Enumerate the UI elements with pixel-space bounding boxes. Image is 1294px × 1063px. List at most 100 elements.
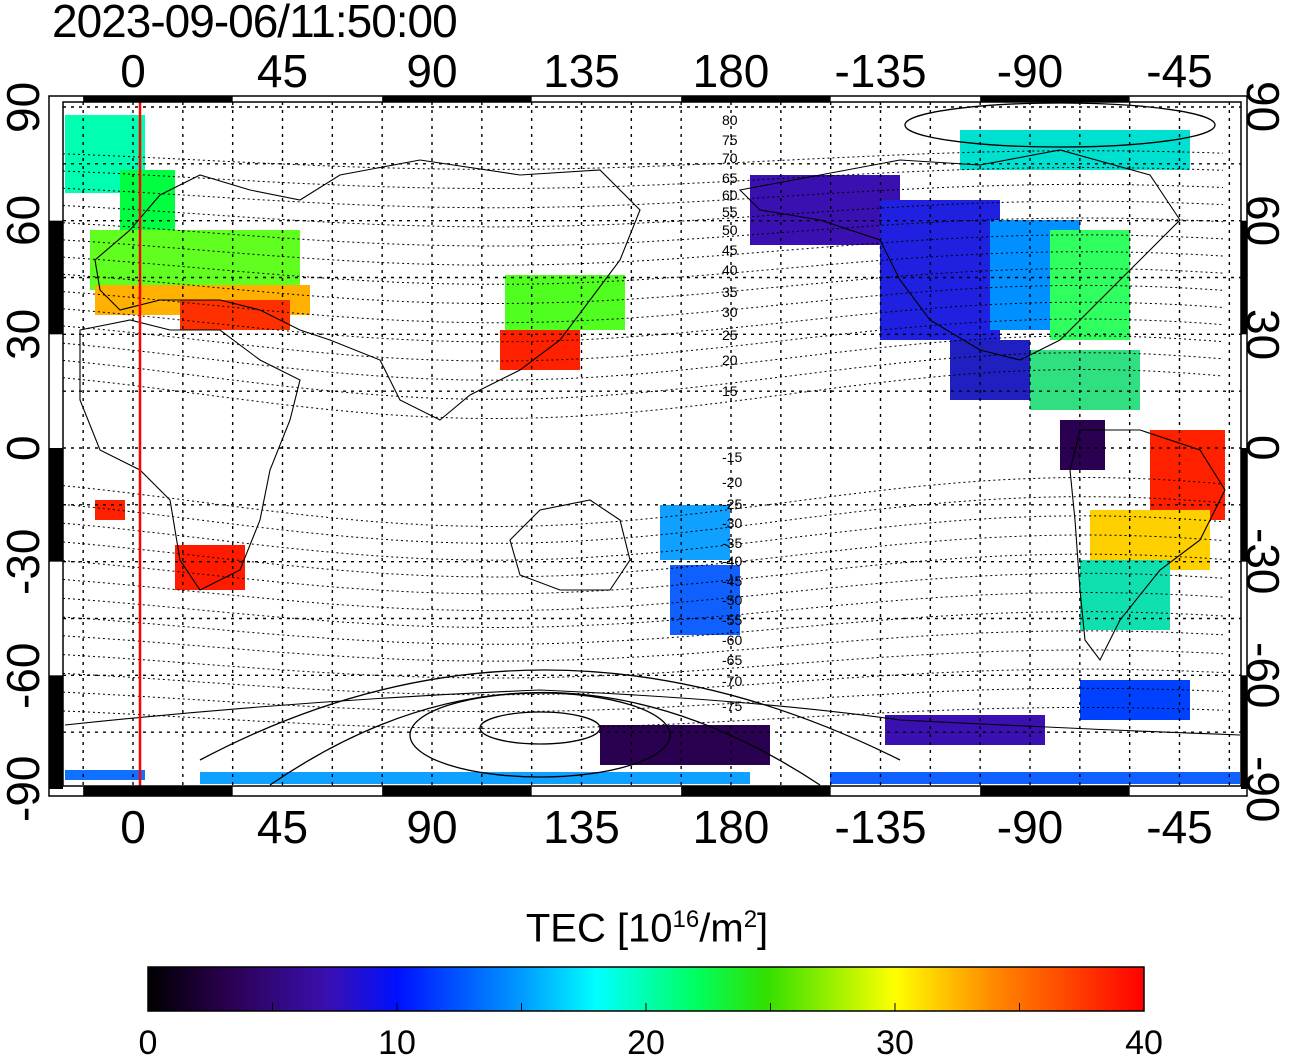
colorbar-tick-label: 40 [1125,1024,1163,1062]
frame-bar-horizontal [83,786,233,796]
latitude-tick-right: -30 [1237,528,1289,595]
tec-patches [65,115,1240,784]
magnetic-contour [63,687,1224,713]
magnetic-contour [63,553,1224,595]
magnetic-latitude-label: -40 [722,553,742,569]
magnetic-latitude-label: -45 [722,573,742,589]
latitude-tick-left: -30 [0,528,49,595]
frame-bar-horizontal [382,786,532,796]
magnetic-contour [63,476,1224,528]
magnetic-contour [63,200,1224,228]
colorbar-title-mid: /m [699,906,744,951]
magnetic-latitude-label: -55 [722,612,742,628]
frame-bar-horizontal [681,786,831,796]
plot-frame-inner [62,101,1242,787]
colorbar-tick-label: 30 [876,1024,914,1062]
tec-patch-antarctic-east [600,725,770,765]
latitude-tick-right: 90 [1237,81,1289,133]
colorbar-title: TEC [1016/m2] [0,906,1294,951]
magnetic-latitude-label: 65 [722,170,738,186]
latitude-tick-left: 30 [0,308,49,360]
tec-patch-andes [1060,420,1105,470]
longitude-tick-bottom: 135 [543,801,620,853]
latitude-tick-left: -60 [0,642,49,709]
colorbar-title-exp2: 2 [743,906,758,933]
africa-coast [79,319,301,591]
magnetic-latitude-label: -20 [722,474,742,490]
south-pole-contour-outer [269,691,821,786]
colorbar-title-prefix: TEC [10 [525,906,673,951]
north-pole-contour [904,102,1216,148]
magnetic-contour [63,251,1224,285]
longitude-tick-top: 135 [543,45,620,97]
magnetic-latitude-label: -25 [722,496,742,512]
magnetic-latitude-label: -70 [722,673,742,689]
south-pole-contour-outer-2 [199,669,901,761]
tec-patch-north-europe [120,170,175,240]
colorbar-title-suffix: ] [757,906,769,951]
magnetic-latitude-label: -50 [722,592,742,608]
magnetic-latitude-label: 25 [722,327,738,343]
magnetic-latitude-label: -30 [722,515,742,531]
magnetic-latitude-label: 80 [722,112,738,128]
colorbar-tick-label: 0 [138,1024,158,1062]
longitude-tick-top: 45 [256,45,309,97]
frame-bar-vertical [49,220,63,335]
eurasia-coast [94,159,641,421]
frame-bar-vertical [49,448,63,562]
magnetic-latitude-label: 40 [722,262,738,278]
frame-bar-horizontal [980,96,1130,102]
magnetic-contour [63,301,1224,343]
magnetic-latitude-label: 15 [722,383,738,399]
frame-bars [49,96,1247,796]
colorbar-ticks [147,1003,1145,1011]
latitude-tick-left: 0 [0,435,49,461]
tec-patch-south-edge-1 [200,772,750,784]
south-america-coast [1069,429,1226,662]
tec-patch-west-africa [95,500,125,520]
tec-patch-mexico [950,340,1030,400]
grid [63,102,1241,786]
magnetic-contour [63,591,1224,629]
tec-patch-middle-east [180,300,290,330]
frame-bar-horizontal [382,96,532,102]
tec-patch-alaska [750,175,900,245]
magnetic-contour [63,611,1224,645]
frame-bar-vertical [1241,220,1247,335]
frame-bar-vertical [49,675,63,789]
magnetic-latitude-label: 60 [722,187,738,203]
tec-patch-south-edge-2 [830,772,1240,784]
magnetic-latitude-label: 75 [722,132,738,148]
south-pole-contour-inner [479,711,601,745]
tec-patch-antarctic-peninsula [1080,680,1190,720]
frame-bar-vertical [1241,675,1247,789]
tec-patch-brazil [1150,430,1225,520]
magnetic-latitude-label: -35 [722,535,742,551]
magnetic-latitude-label: 45 [722,242,738,258]
magnetic-contour [63,284,1224,324]
colorbar-title-exp1: 16 [672,906,700,933]
frame-bar-horizontal [980,786,1130,796]
australia-coast [509,499,631,591]
longitude-tick-bottom: -90 [996,801,1064,853]
magnetic-contour [63,668,1224,696]
latitude-tick-right: -60 [1237,642,1289,709]
tec-patch-japan [505,275,625,330]
colorbar-tick-label: 10 [378,1024,416,1062]
colorbar-tick-label: 20 [627,1024,665,1062]
tec-patch-central-europe [90,230,300,290]
tec-patch-pacific [660,505,730,560]
magnetic-latitude-label: -75 [722,698,742,714]
magnetic-contour [63,368,1224,419]
magnetic-latitude-contours [63,150,1224,729]
frame-bar-horizontal [681,96,831,102]
magnetic-contour [63,150,1224,170]
latitude-tick-left: 60 [0,195,49,247]
magnetic-latitude-label: -15 [722,449,742,465]
magnetic-contour [63,707,1224,729]
magnetic-latitude-label: 30 [722,304,738,320]
longitude-tick-top: -45 [1146,45,1213,97]
magnetic-latitude-label: -65 [722,652,742,668]
